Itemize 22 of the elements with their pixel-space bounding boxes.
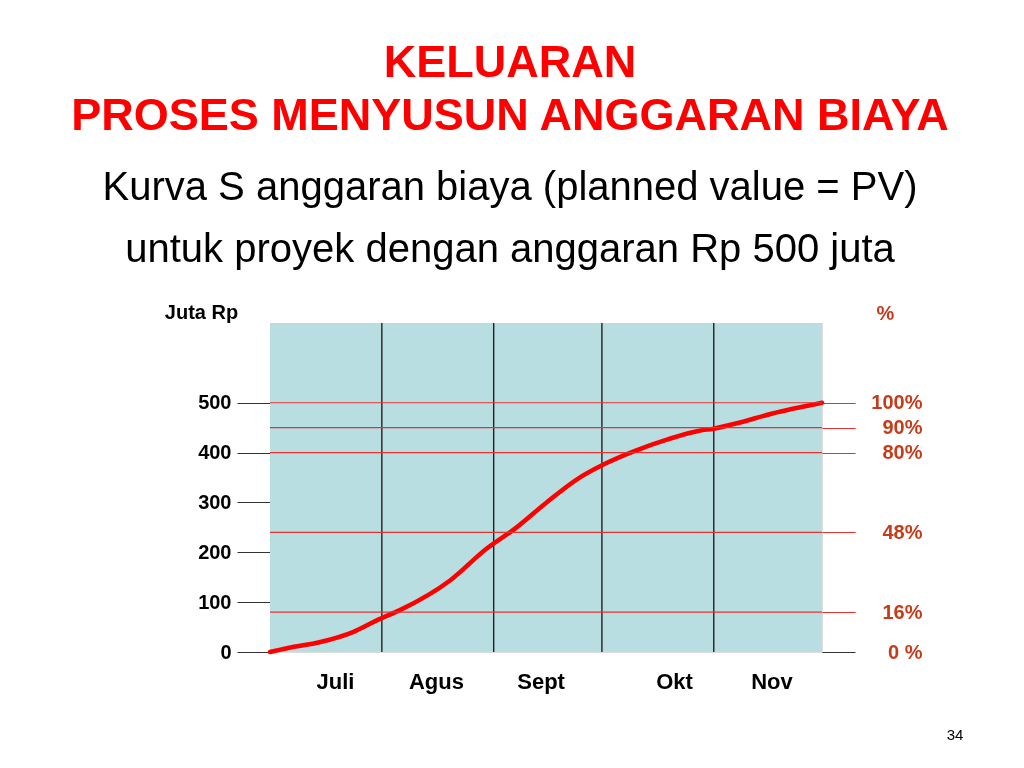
y2-tick-label: 0 % — [888, 640, 923, 663]
y2-axis-title: % — [876, 301, 895, 324]
x-tick-label: Okt — [656, 668, 694, 694]
x-tick-label: Agus — [408, 668, 464, 694]
y-tick-label: 100 — [198, 590, 232, 613]
y-axis-title: Juta Rp — [164, 300, 239, 323]
y2-tick-label: 16% — [882, 600, 923, 623]
text: 34 — [946, 726, 964, 743]
y-tick-label: 0 — [220, 640, 232, 663]
y2-tick-label: 48% — [882, 520, 923, 543]
chart-title: KELUARAN PROSES MENYUSUN ANGGARAN BIAYA — [71, 36, 949, 140]
x-tick-label: Sept — [517, 668, 566, 694]
y-tick-label: 500 — [198, 391, 232, 414]
y-tick-label: 400 — [198, 441, 232, 464]
x-tick-label: Nov — [751, 668, 794, 694]
chart-subtitle: Kurva S anggaran biaya (planned value = PV) untuk proyek dengan anggaran Rp 500 juta — [102, 164, 918, 270]
y-tick-label: 200 — [198, 540, 232, 563]
y2-tick-label: 90% — [882, 416, 923, 439]
y2-tick-label: 100% — [871, 391, 923, 414]
y2-tick-label: 80% — [882, 441, 923, 464]
y-tick-label: 300 — [198, 490, 232, 513]
x-tick-label: Juli — [316, 668, 355, 694]
